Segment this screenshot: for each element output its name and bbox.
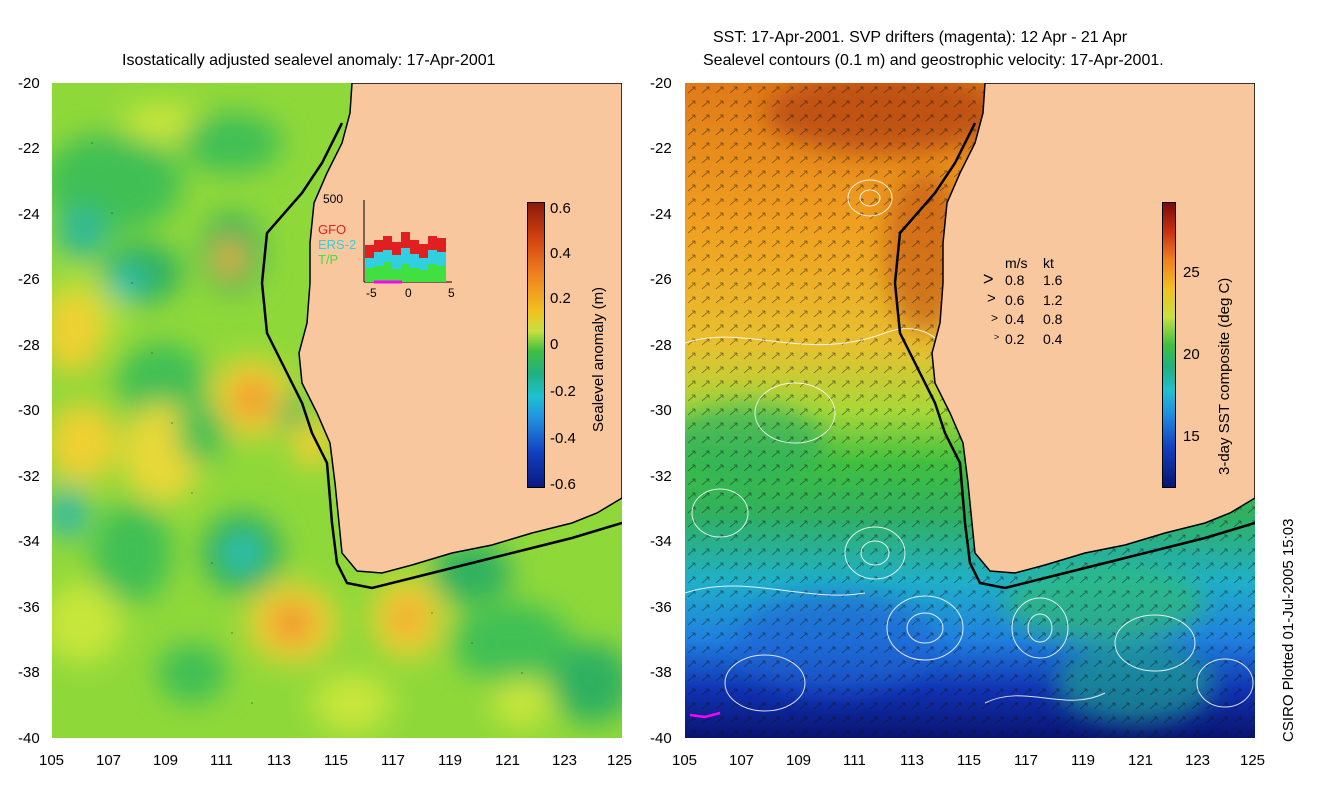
right-lat-tick: -32 xyxy=(650,468,672,485)
velocity-arrow-icon-1: > xyxy=(987,290,996,307)
velocity-arrow-icon-3: > xyxy=(994,332,1000,342)
right-panel-title-line1: SST: 17-Apr-2001. SVP drifters (magenta)… xyxy=(713,29,1128,46)
left-cbar-tick-1: 0.4 xyxy=(550,245,571,262)
left-lon-tick: 121 xyxy=(495,752,521,769)
left-lon-tick: 111 xyxy=(210,752,233,769)
right-lon-tick: 123 xyxy=(1185,752,1211,769)
left-lat-tick: -34 xyxy=(18,533,40,550)
left-cbar-tick-5: -0.4 xyxy=(550,430,576,447)
right-cbar-label: 3-day SST composite (deg C) xyxy=(1216,277,1233,475)
velocity-legend-ms-1: 0.6 xyxy=(1005,292,1025,308)
left-cbar-label: Sealevel anomaly (m) xyxy=(590,286,607,432)
left-lon-tick: 123 xyxy=(552,752,578,769)
inset-xtick-1: 0 xyxy=(405,286,412,300)
left-lon-tick: 117 xyxy=(381,752,405,769)
inset-bars xyxy=(363,200,452,284)
sst-colorbar xyxy=(1162,202,1176,488)
left-panel-title: Isostatically adjusted sealevel anomaly:… xyxy=(122,52,496,69)
right-lat-tick: -38 xyxy=(650,664,672,681)
left-lat-tick: -38 xyxy=(18,664,40,681)
left-cbar-tick-4: -0.2 xyxy=(550,383,576,400)
right-lat-tick: -26 xyxy=(650,271,672,288)
left-cbar-tick-3: 0 xyxy=(550,336,559,353)
velocity-legend-kt-1: 1.2 xyxy=(1043,292,1063,308)
inset-xtick-0: -5 xyxy=(366,286,377,300)
right-lon-tick: 121 xyxy=(1128,752,1154,769)
right-lat-tick: -28 xyxy=(650,337,672,354)
velocity-legend-kt-3: 0.4 xyxy=(1043,331,1063,347)
right-cbar-tick-0: 25 xyxy=(1183,264,1200,281)
left-cbar-tick-6: -0.6 xyxy=(550,476,576,493)
satellite-histogram-inset: 500 GFO ERS-2 T/P -5 0 5 xyxy=(318,192,458,302)
left-lat-tick: -26 xyxy=(18,271,40,288)
right-cbar-tick-1: 20 xyxy=(1183,346,1200,363)
velocity-arrow-icon-0: > xyxy=(983,269,994,289)
right-lat-tick: -20 xyxy=(650,75,672,92)
right-cbar-tick-2: 15 xyxy=(1183,428,1200,445)
velocity-legend-ms-2: 0.4 xyxy=(1005,311,1025,327)
left-cbar-tick-2: 0.2 xyxy=(550,290,571,307)
left-lat-tick: -28 xyxy=(18,337,40,354)
velocity-legend-ms-3: 0.2 xyxy=(1005,331,1025,347)
left-lon-tick: 113 xyxy=(267,752,291,769)
velocity-legend-header-ms: m/s xyxy=(1005,255,1028,271)
left-lon-tick: 125 xyxy=(607,752,633,769)
left-lon-tick: 119 xyxy=(438,752,462,769)
left-lat-tick: -20 xyxy=(18,75,40,92)
right-lon-tick: 113 xyxy=(900,752,924,769)
left-lon-tick: 109 xyxy=(153,752,179,769)
left-lon-tick: 105 xyxy=(39,752,65,769)
right-lon-tick: 115 xyxy=(957,752,981,769)
right-lon-tick: 119 xyxy=(1071,752,1095,769)
inset-label-gfo: GFO xyxy=(318,222,347,237)
right-lat-tick: -34 xyxy=(650,533,672,550)
inset-ymax-label: 500 xyxy=(323,192,344,206)
right-lon-tick: 117 xyxy=(1014,752,1038,769)
velocity-legend-header-kt: kt xyxy=(1043,255,1054,271)
velocity-arrow-icon-2: > xyxy=(991,311,999,325)
inset-xtick-2: 5 xyxy=(448,286,455,300)
right-lat-tick: -24 xyxy=(650,206,672,223)
left-lat-tick: -30 xyxy=(18,402,40,419)
plot-timestamp: CSIRO Plotted 01-Jul-2005 15:03 xyxy=(1280,518,1297,742)
right-lat-tick: -30 xyxy=(650,402,672,419)
right-lon-tick: 109 xyxy=(786,752,812,769)
sst-map xyxy=(685,83,1255,738)
right-lat-tick: -22 xyxy=(650,140,672,157)
left-lat-tick: -40 xyxy=(18,730,40,747)
left-lat-tick: -22 xyxy=(18,140,40,157)
left-lon-tick: 107 xyxy=(96,752,122,769)
left-lat-tick: -32 xyxy=(18,468,40,485)
velocity-legend-kt-2: 0.8 xyxy=(1043,311,1063,327)
velocity-legend-ms-0: 0.8 xyxy=(1005,272,1025,288)
left-cbar-tick-0: 0.6 xyxy=(550,200,571,217)
left-lat-tick: -36 xyxy=(18,599,40,616)
sealevel-colorbar xyxy=(527,202,545,488)
inset-label-tp: T/P xyxy=(318,252,339,267)
right-lat-tick: -40 xyxy=(650,730,672,747)
right-lat-tick: -36 xyxy=(650,599,672,616)
right-lon-tick: 107 xyxy=(729,752,755,769)
inset-label-ers2: ERS-2 xyxy=(318,237,357,252)
left-lon-tick: 115 xyxy=(324,752,348,769)
right-panel-title-line2: Sealevel contours (0.1 m) and geostrophi… xyxy=(703,52,1164,69)
right-lon-tick: 105 xyxy=(672,752,698,769)
right-lon-tick: 125 xyxy=(1240,752,1266,769)
velocity-legend-kt-0: 1.6 xyxy=(1043,272,1063,288)
left-lat-tick: -24 xyxy=(18,206,40,223)
right-lon-tick: 111 xyxy=(843,752,866,769)
